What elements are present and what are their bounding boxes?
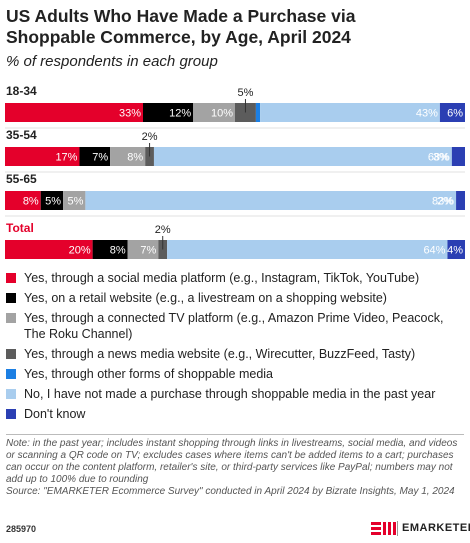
- source: Source: "EMARKETER Ecommerce Survey" con…: [6, 486, 455, 497]
- legend-label: Yes, through a connected TV platform (e.…: [24, 311, 444, 341]
- legend-item: Yes, on a retail website (e.g., a livest…: [6, 290, 466, 306]
- value-label: 3%: [433, 151, 449, 163]
- bar-segment: [110, 147, 146, 166]
- legend-swatch: [6, 349, 16, 359]
- chart-id: 285970: [6, 524, 37, 534]
- legend-item: Yes, through other forms of shoppable me…: [6, 366, 466, 382]
- legend-swatch: [6, 369, 16, 379]
- bar-segment: [193, 103, 235, 122]
- value-label: 5%: [67, 195, 83, 207]
- chart-subtitle: % of respondents in each group: [6, 53, 218, 70]
- category-label: 35-54: [6, 128, 37, 142]
- value-label: 5%: [238, 87, 254, 99]
- category-label: Total: [6, 221, 34, 235]
- value-label: 2%: [142, 131, 158, 143]
- bar-segment: [451, 147, 465, 166]
- legend-swatch: [6, 409, 16, 419]
- value-label: 64%: [423, 244, 445, 256]
- legend-label: Yes, through a social media platform (e.…: [24, 271, 420, 285]
- bar-segment: [63, 191, 86, 210]
- legend-label: No, I have not made a purchase through s…: [24, 387, 436, 401]
- bar-segment: [127, 240, 159, 259]
- chart: 18-3433%12%10%5%1%43%6%35-5417%7%8%2%68%…: [5, 84, 465, 259]
- value-label: 68%: [428, 151, 450, 163]
- legend-label: Yes, through a news media website (e.g.,…: [24, 347, 416, 361]
- bar-segment: [5, 191, 41, 210]
- bar-segment: [143, 103, 194, 122]
- value-label: 83%: [432, 195, 454, 207]
- legend-item: Yes, through a social media platform (e.…: [6, 270, 466, 286]
- legend-swatch: [6, 273, 16, 283]
- value-label: 2%: [155, 224, 171, 236]
- value-label: 2%: [437, 195, 453, 207]
- value-label: 33%: [119, 107, 141, 119]
- legend-swatch: [6, 293, 16, 303]
- legend-item: Yes, through a connected TV platform (e.…: [6, 310, 466, 342]
- note: Note: in the past year; includes instant…: [6, 438, 458, 485]
- value-label: 8%: [110, 244, 126, 256]
- value-label: 43%: [416, 107, 438, 119]
- bar-segment: [85, 191, 457, 210]
- value-label: 10%: [211, 107, 233, 119]
- bar-segment: [167, 240, 448, 259]
- legend: Yes, through a social media platform (e.…: [6, 270, 466, 426]
- bar-segment: [5, 103, 143, 122]
- bar-segment: [153, 147, 452, 166]
- category-label: 18-34: [6, 84, 37, 98]
- bar-segment: [5, 240, 93, 259]
- value-label: 5%: [45, 195, 61, 207]
- value-label: 8%: [23, 195, 39, 207]
- footer: Note: in the past year; includes instant…: [6, 434, 464, 498]
- value-label: 20%: [69, 244, 91, 256]
- legend-label: Yes, on a retail website (e.g., a livest…: [24, 291, 387, 305]
- bar-segment: [79, 147, 111, 166]
- legend-item: Yes, through a news media website (e.g.,…: [6, 346, 466, 362]
- bar-segment: [439, 103, 465, 122]
- value-label: 8%: [127, 151, 143, 163]
- legend-label: Don't know: [24, 407, 86, 421]
- value-label: 7%: [92, 151, 108, 163]
- bar-segment: [40, 191, 64, 210]
- legend-swatch: [6, 313, 16, 323]
- value-label: 7%: [140, 244, 156, 256]
- category-label: 55-65: [6, 172, 37, 186]
- legend-label: Yes, through other forms of shoppable me…: [24, 367, 273, 381]
- value-label: 17%: [55, 151, 77, 163]
- bar-segment: [92, 240, 128, 259]
- brand: EMARKETER: [402, 522, 470, 534]
- bar-segment: [447, 240, 465, 259]
- logo-mark: [371, 521, 398, 536]
- bar-segment: [255, 103, 261, 122]
- legend-item: No, I have not made a purchase through s…: [6, 386, 466, 402]
- bar-segment: [5, 147, 80, 166]
- chart-title: US Adults Who Have Made a Purchase via S…: [6, 6, 356, 47]
- legend-item: Don't know: [6, 406, 466, 422]
- bar-segment: [260, 103, 440, 122]
- value-label: 6%: [447, 107, 463, 119]
- value-label: 12%: [169, 107, 191, 119]
- legend-swatch: [6, 389, 16, 399]
- bar-segment: [456, 191, 465, 210]
- value-label: 4%: [447, 244, 463, 256]
